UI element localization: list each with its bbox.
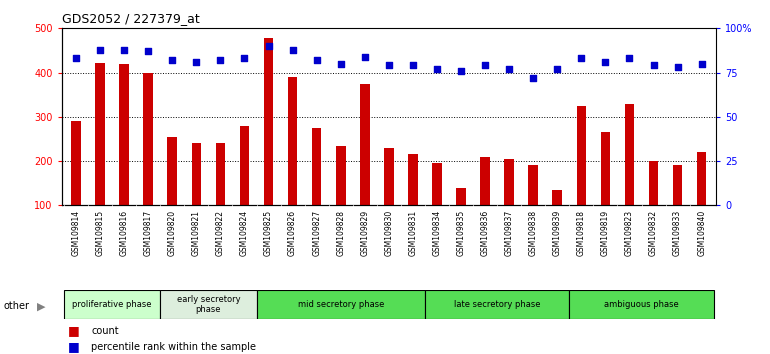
Point — [479, 63, 491, 68]
Bar — [425, 290, 569, 319]
Point — [575, 56, 588, 61]
Bar — [504, 159, 514, 250]
Text: GSM109825: GSM109825 — [264, 210, 273, 256]
Bar — [456, 188, 466, 250]
Point — [551, 66, 564, 72]
Point — [383, 63, 395, 68]
Point — [695, 61, 708, 67]
Point — [334, 61, 346, 67]
Bar — [360, 84, 370, 250]
Bar — [239, 126, 249, 250]
Bar — [552, 190, 562, 250]
Bar — [167, 137, 177, 250]
Text: GSM109820: GSM109820 — [168, 210, 177, 256]
Bar — [160, 290, 256, 319]
Point — [214, 57, 226, 63]
Text: GSM109838: GSM109838 — [529, 210, 537, 256]
Text: GSM109817: GSM109817 — [144, 210, 152, 256]
Text: GSM109830: GSM109830 — [384, 210, 393, 256]
Text: GDS2052 / 227379_at: GDS2052 / 227379_at — [62, 12, 199, 25]
Point — [623, 56, 635, 61]
Bar — [528, 166, 538, 250]
Bar — [71, 121, 81, 250]
Bar — [336, 145, 346, 250]
Bar — [143, 73, 153, 250]
Text: GSM109836: GSM109836 — [480, 210, 490, 256]
Text: GSM109815: GSM109815 — [95, 210, 105, 256]
Bar — [577, 106, 586, 250]
Text: ■: ■ — [68, 325, 80, 337]
Text: GSM109829: GSM109829 — [360, 210, 370, 256]
Text: GSM109828: GSM109828 — [336, 210, 345, 256]
Point — [118, 47, 130, 52]
Text: percentile rank within the sample: percentile rank within the sample — [91, 342, 256, 352]
Text: count: count — [91, 326, 119, 336]
Bar — [288, 77, 297, 250]
Point — [94, 47, 106, 52]
Bar — [648, 161, 658, 250]
Bar — [408, 154, 417, 250]
Point — [527, 75, 539, 81]
Text: ▶: ▶ — [37, 301, 45, 311]
Point — [142, 48, 154, 54]
Point — [70, 56, 82, 61]
Text: ■: ■ — [68, 341, 80, 353]
Text: late secretory phase: late secretory phase — [454, 300, 541, 309]
Point — [286, 47, 299, 52]
Bar — [119, 64, 129, 250]
Bar — [697, 152, 706, 250]
Text: early secretory
phase: early secretory phase — [176, 295, 240, 314]
Text: ambiguous phase: ambiguous phase — [604, 300, 679, 309]
Bar — [256, 290, 425, 319]
Point — [407, 63, 419, 68]
Bar — [216, 143, 225, 250]
Point — [238, 56, 250, 61]
Text: GSM109827: GSM109827 — [312, 210, 321, 256]
Bar — [263, 38, 273, 250]
Text: other: other — [4, 301, 30, 311]
Bar — [432, 163, 442, 250]
Bar — [624, 104, 634, 250]
Text: GSM109818: GSM109818 — [577, 210, 586, 256]
Point — [599, 59, 611, 65]
Text: GSM109839: GSM109839 — [553, 210, 562, 256]
Text: mid secretory phase: mid secretory phase — [297, 300, 384, 309]
Point — [263, 43, 275, 49]
Point — [190, 59, 203, 65]
Bar — [480, 156, 490, 250]
Point — [671, 64, 684, 70]
Text: GSM109831: GSM109831 — [408, 210, 417, 256]
Text: GSM109832: GSM109832 — [649, 210, 658, 256]
Point — [503, 66, 515, 72]
Text: GSM109826: GSM109826 — [288, 210, 297, 256]
Text: GSM109833: GSM109833 — [673, 210, 682, 256]
Text: GSM109840: GSM109840 — [697, 210, 706, 256]
Text: GSM109816: GSM109816 — [119, 210, 129, 256]
Point — [166, 57, 179, 63]
Bar — [192, 143, 201, 250]
Bar — [64, 290, 160, 319]
Text: GSM109823: GSM109823 — [625, 210, 634, 256]
Point — [359, 54, 371, 59]
Bar — [95, 63, 105, 250]
Text: GSM109835: GSM109835 — [457, 210, 466, 256]
Point — [648, 63, 660, 68]
Text: proliferative phase: proliferative phase — [72, 300, 152, 309]
Text: GSM109819: GSM109819 — [601, 210, 610, 256]
Bar — [312, 128, 321, 250]
Text: GSM109824: GSM109824 — [240, 210, 249, 256]
Bar — [601, 132, 610, 250]
Point — [430, 66, 443, 72]
Bar — [384, 148, 393, 250]
Text: GSM109814: GSM109814 — [72, 210, 81, 256]
Bar — [673, 166, 682, 250]
Text: GSM109822: GSM109822 — [216, 210, 225, 256]
Text: GSM109834: GSM109834 — [433, 210, 441, 256]
Bar — [569, 290, 714, 319]
Text: GSM109821: GSM109821 — [192, 210, 201, 256]
Point — [310, 57, 323, 63]
Text: GSM109837: GSM109837 — [504, 210, 514, 256]
Point — [455, 68, 467, 74]
